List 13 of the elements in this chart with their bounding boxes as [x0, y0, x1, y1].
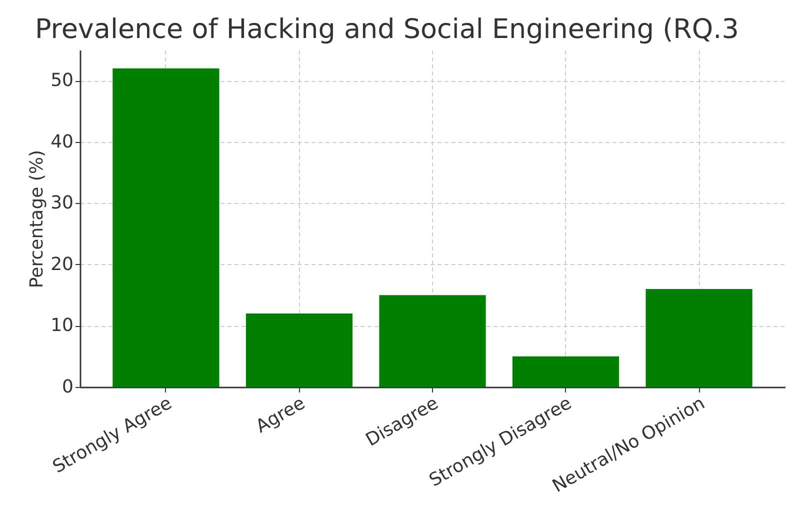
y-tick-label: 10: [50, 315, 74, 336]
bar: [379, 295, 486, 387]
y-tick-label: 30: [50, 192, 74, 214]
y-tick-label: 50: [50, 70, 74, 92]
chart-title: Prevalence of Hacking and Social Engineering (RQ.3: [35, 14, 739, 45]
bar: [246, 313, 353, 387]
bar: [646, 288, 752, 387]
y-tick-label: 0: [62, 376, 74, 398]
bar: [512, 356, 620, 387]
bar: [112, 68, 220, 387]
y-axis-title: Percentage (%): [26, 150, 48, 288]
y-tick-label: 40: [50, 131, 74, 152]
y-tick-label: 20: [50, 254, 74, 275]
